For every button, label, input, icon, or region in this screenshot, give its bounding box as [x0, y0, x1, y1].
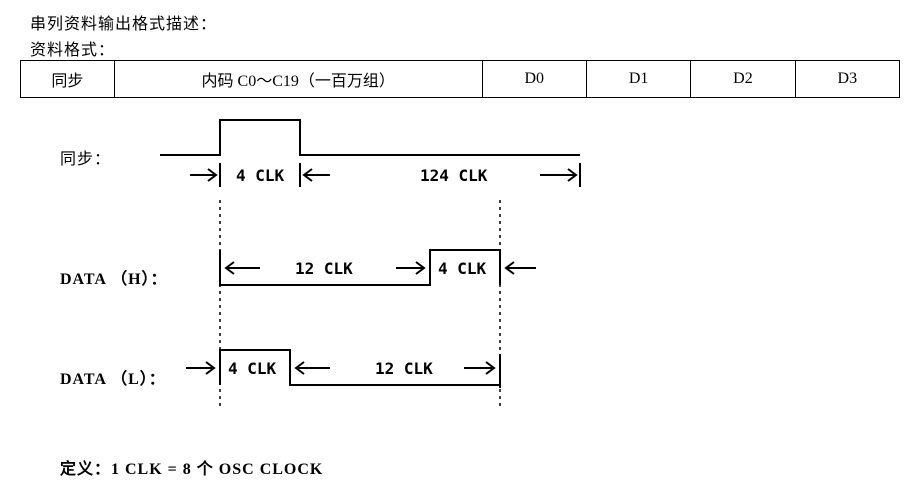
- sync-waveform: 4 CLK 124 CLK: [160, 115, 620, 205]
- data-l-high-clk: 4 CLK: [228, 359, 277, 378]
- frame-cell-d0: D0: [482, 61, 586, 98]
- definition-text: 定义：1 CLK = 8 个 OSC CLOCK: [60, 455, 323, 479]
- frame-cell-sync: 同步: [21, 61, 115, 98]
- data-l-waveform: 4 CLK 12 CLK: [180, 340, 580, 410]
- frame-cell-code: 内码 C0～C19（一百万组）: [114, 61, 482, 98]
- frame-cell-d1: D1: [586, 61, 690, 98]
- data-l-low-clk: 12 CLK: [375, 359, 433, 378]
- sync-low-clk: 124 CLK: [420, 166, 488, 185]
- frame-cell-d3: D3: [795, 61, 899, 98]
- sync-label: 同步：: [60, 145, 111, 169]
- data-h-high-clk: 4 CLK: [438, 259, 487, 278]
- frame-cell-d2: D2: [691, 61, 795, 98]
- title: 串列资料输出格式描述：: [30, 10, 217, 34]
- data-h-low-clk: 12 CLK: [295, 259, 353, 278]
- subtitle: 资料格式：: [30, 36, 115, 60]
- page-root: 串列资料输出格式描述： 资料格式： 同步 内码 C0～C19（一百万组） D0 …: [0, 0, 923, 500]
- data-h-waveform: 12 CLK 4 CLK: [200, 240, 600, 310]
- sync-high-clk: 4 CLK: [236, 166, 285, 185]
- frame-table: 同步 内码 C0～C19（一百万组） D0 D1 D2 D3: [20, 60, 900, 98]
